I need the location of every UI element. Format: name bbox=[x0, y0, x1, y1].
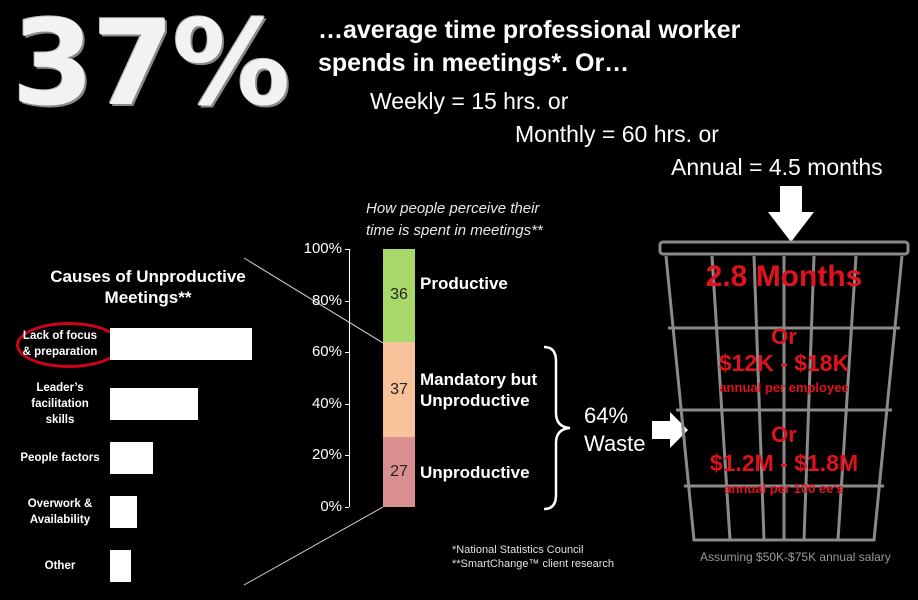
stack-series-label-line: Unproductive bbox=[420, 390, 530, 410]
annual-stat: Annual = 4.5 months bbox=[671, 154, 883, 180]
y-axis bbox=[349, 249, 350, 507]
stack-series-label: Unproductive bbox=[420, 462, 530, 483]
trash-can-icon bbox=[658, 240, 910, 542]
y-tick-mark bbox=[345, 403, 349, 405]
weekly-stat: Weekly = 15 hrs. or bbox=[370, 88, 569, 114]
cause-label-line: Leader’s bbox=[36, 382, 84, 394]
waste-callout: 64% Waste bbox=[584, 402, 646, 458]
causes-chart-title: Causes of Unproductive Meetings** bbox=[40, 266, 256, 308]
cause-bar bbox=[110, 550, 131, 582]
or-text-2: Or bbox=[771, 422, 797, 447]
cause-bar bbox=[110, 442, 153, 474]
y-tick-label: 40% bbox=[311, 394, 342, 412]
cause-label: Other bbox=[14, 558, 106, 574]
cause-label-line: Availability bbox=[29, 514, 91, 526]
headline: …average time professional worker spends… bbox=[318, 14, 798, 80]
cause-label-line: Lack of focus bbox=[22, 330, 98, 342]
cause-label-line: facilitation bbox=[31, 398, 89, 410]
dollars-per-100: $1.2M - $1.8M bbox=[709, 450, 859, 476]
stack-segment bbox=[383, 341, 415, 438]
y-tick-mark bbox=[345, 300, 349, 302]
y-tick-label: 60% bbox=[311, 343, 342, 361]
footnotes: *National Statistics Council **SmartChan… bbox=[452, 543, 614, 571]
per-employee-label: annual per employee bbox=[719, 380, 849, 395]
big-statistic: 37% bbox=[12, 0, 290, 132]
stack-value-label: 36 bbox=[390, 286, 408, 304]
footnote-1: *National Statistics Council bbox=[452, 544, 584, 556]
cause-label: People factors bbox=[14, 450, 106, 466]
stack-series-label-line: Unproductive bbox=[420, 462, 530, 482]
stack-series-label-line: Mandatory but bbox=[420, 369, 538, 389]
monthly-stat: Monthly = 60 hrs. or bbox=[515, 121, 719, 147]
arrow-down-icon bbox=[768, 186, 814, 242]
cause-bar bbox=[110, 496, 137, 528]
arrow-right-icon bbox=[652, 412, 688, 448]
per-100-label: annual per 100 ee's bbox=[724, 481, 844, 496]
cause-label-line: & preparation bbox=[22, 346, 98, 358]
y-tick-mark bbox=[345, 455, 349, 457]
stack-series-label: Mandatory but Unproductive bbox=[420, 369, 537, 411]
cause-label: Overwork & Availability bbox=[14, 496, 106, 528]
y-tick-mark bbox=[345, 352, 349, 354]
causes-title-line-2: Meetings** bbox=[104, 288, 192, 307]
stack-segment bbox=[383, 249, 415, 342]
y-tick-label: 100% bbox=[303, 240, 342, 257]
waste-label: Waste bbox=[584, 431, 646, 456]
y-tick-label: 80% bbox=[311, 291, 342, 309]
causes-title-line-1: Causes of Unproductive bbox=[50, 267, 246, 286]
y-tick-mark bbox=[345, 249, 349, 250]
y-tick-label: 20% bbox=[311, 446, 342, 464]
brace-icon bbox=[543, 345, 571, 511]
stack-series-label: Productive bbox=[420, 273, 508, 294]
cause-bar bbox=[110, 328, 252, 360]
stack-value-label: 27 bbox=[390, 463, 408, 481]
stack-series-label-line: Productive bbox=[420, 273, 508, 293]
y-tick-label: 0% bbox=[320, 498, 342, 515]
cause-label: Leader’s facilitation skills bbox=[14, 380, 106, 428]
cause-label-line: People factors bbox=[20, 452, 100, 464]
cause-bar bbox=[110, 388, 198, 420]
cause-label-line: skills bbox=[45, 414, 75, 426]
y-tick-mark bbox=[345, 507, 349, 508]
footnote-2: **SmartChange™ client research bbox=[452, 558, 615, 570]
cause-label-line: Other bbox=[44, 560, 76, 572]
headline-line-1: …average time professional worker bbox=[318, 16, 741, 44]
stack-segment bbox=[383, 437, 415, 507]
salary-assumption: Assuming $50K-$75K annual salary bbox=[700, 550, 891, 564]
months-value: 2.8 Months bbox=[705, 260, 863, 293]
cause-label: Lack of focus & preparation bbox=[14, 328, 106, 360]
cause-label-line: Overwork & bbox=[27, 498, 93, 510]
waste-percent: 64% bbox=[584, 403, 629, 428]
stack-value-label: 37 bbox=[390, 380, 408, 398]
perception-title-line-2: time is spent in meetings** bbox=[366, 222, 543, 239]
or-text-1: Or bbox=[771, 324, 797, 349]
perception-title-line-1: How people perceive their bbox=[366, 200, 540, 217]
dollars-per-employee: $12K - $18K bbox=[718, 350, 850, 376]
headline-line-2: spends in meetings*. Or… bbox=[318, 49, 630, 77]
perception-chart-title: How people perceive their time is spent … bbox=[366, 198, 543, 242]
